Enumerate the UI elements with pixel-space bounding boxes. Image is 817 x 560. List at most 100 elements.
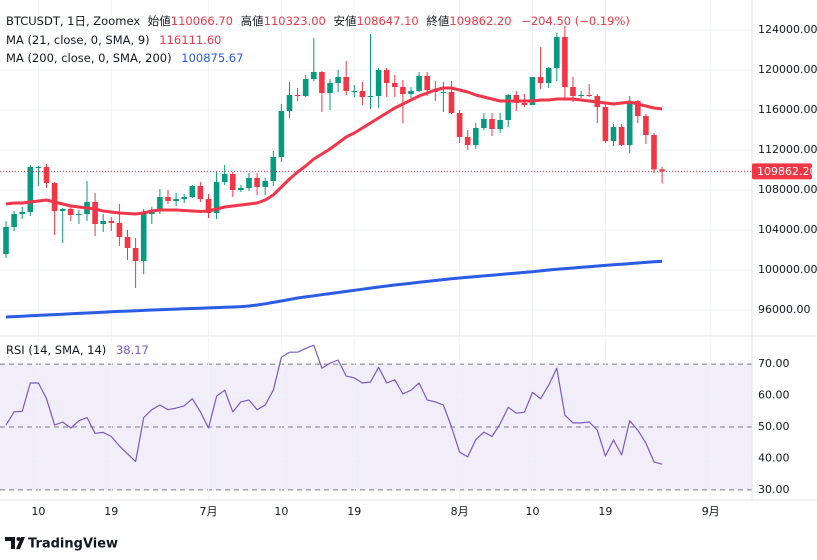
candle-body: [286, 95, 293, 111]
candle-body: [521, 103, 528, 105]
candle-body: [651, 135, 657, 170]
ohlc-value: 108647.10: [357, 14, 419, 28]
rsi-tick-label: 40.00: [758, 451, 790, 464]
rsi-tick-label: 70.00: [758, 357, 790, 370]
candle-body: [221, 174, 228, 182]
legend-value: 100875.67: [181, 51, 243, 65]
x-tick-label: 9月: [702, 505, 720, 518]
x-tick-label: 7月: [200, 505, 218, 518]
y-tick-label: 124000.00: [758, 23, 817, 36]
candle-body: [375, 70, 382, 96]
candle-body: [189, 186, 196, 197]
last-price-label: 109862.20: [757, 165, 817, 178]
x-tick-label: 19: [598, 505, 612, 518]
logo-dot: [16, 537, 21, 541]
candle-body: [602, 107, 609, 141]
ma-line: [5, 86, 663, 216]
ohlc-label: 安値: [334, 14, 357, 28]
candle-body: [408, 91, 414, 94]
candle-body: [197, 186, 204, 199]
candle-body: [59, 209, 66, 211]
candle-body: [416, 76, 422, 91]
candle-body: [383, 70, 390, 83]
candle-body: [132, 248, 139, 261]
legend-name: RSI (14, SMA, 14): [6, 343, 106, 357]
candle-body: [116, 223, 123, 237]
candle-body: [27, 167, 34, 212]
brand-name: TradingView: [28, 537, 118, 552]
candle-body: [108, 221, 115, 223]
candle-body: [181, 197, 187, 199]
last-price-box: [752, 163, 812, 180]
candle-body: [246, 178, 252, 188]
candle-body: [238, 188, 244, 190]
ohlc-value: 109862.20: [449, 14, 511, 28]
candle-body: [68, 209, 74, 215]
rsi-tick-label: 50.00: [758, 420, 790, 433]
y-tick-label: 104000.00: [758, 223, 817, 236]
candle-body: [643, 116, 649, 135]
candle-body: [618, 127, 625, 145]
rsi-legend: RSI (14, SMA, 14) 38.17: [6, 343, 149, 357]
legend-row: BTCUSDT, 1日, Zoomex 始値110066.70 高値110323…: [6, 14, 630, 28]
ohlc-value: 110323.00: [264, 14, 326, 28]
x-tick-label: 8月: [451, 505, 469, 518]
legend-value: 38.17: [116, 343, 149, 357]
candle-body: [578, 95, 584, 96]
x-tick-label: 10: [274, 505, 288, 518]
x-tick-label: 19: [104, 505, 118, 518]
candle-body: [165, 197, 171, 201]
candle-body: [529, 77, 536, 105]
candle-body: [254, 178, 260, 187]
candle-body: [513, 95, 520, 103]
candle-body: [440, 92, 447, 93]
ohlc-label: 終値: [426, 14, 449, 28]
candle-body: [635, 101, 641, 116]
candle-body: [100, 221, 106, 224]
brand-logo: TradingView: [5, 537, 118, 552]
candle-body: [173, 199, 179, 201]
candle-body: [359, 91, 366, 97]
candle-body: [562, 37, 568, 87]
candle-body: [659, 169, 665, 172]
candle-body: [554, 37, 560, 68]
legend-name: MA (200, close, 0, SMA, 200): [6, 51, 172, 65]
candle-body: [586, 95, 592, 96]
candle-body: [570, 87, 576, 96]
candle-body: [626, 101, 633, 145]
symbol-title: BTCUSDT, 1日, Zoomex: [6, 14, 140, 28]
rsi-tick-label: 30.00: [758, 483, 790, 496]
candle-body: [11, 214, 17, 227]
ohlc-label: 始値: [148, 14, 171, 28]
candle-body: [537, 77, 544, 83]
candle-body: [35, 167, 42, 168]
candle-body: [335, 77, 341, 83]
candle-body: [400, 87, 406, 94]
candle-body: [124, 237, 131, 248]
candle-body: [19, 212, 25, 214]
candle-body: [3, 227, 9, 254]
last-price-tag: 109862.20: [752, 163, 817, 180]
rsi-tick-label: 60.00: [758, 389, 790, 402]
candle-body: [545, 68, 552, 83]
x-tick-label: 10: [526, 505, 540, 518]
candle-body: [262, 181, 268, 187]
candle-body: [278, 111, 285, 157]
candle-body: [76, 214, 82, 215]
candle-body: [464, 137, 471, 145]
candle-body: [140, 214, 147, 261]
candle-body: [351, 91, 358, 92]
candle-body: [610, 127, 617, 141]
x-tick-label: 10: [31, 505, 45, 518]
candle-body: [473, 128, 479, 145]
y-tick-label: 120000.00: [758, 63, 817, 76]
candle-body: [92, 202, 98, 224]
plot-layer: 96000.00 100000.00 104000.00 108000.00 11200…: [0, 0, 817, 518]
candle-body: [302, 79, 309, 96]
x-tick-label: 19: [347, 505, 361, 518]
candle-body: [311, 72, 317, 79]
candle-body: [327, 83, 333, 93]
candle-body: [392, 83, 398, 87]
y-tick-label: 112000.00: [758, 143, 817, 156]
